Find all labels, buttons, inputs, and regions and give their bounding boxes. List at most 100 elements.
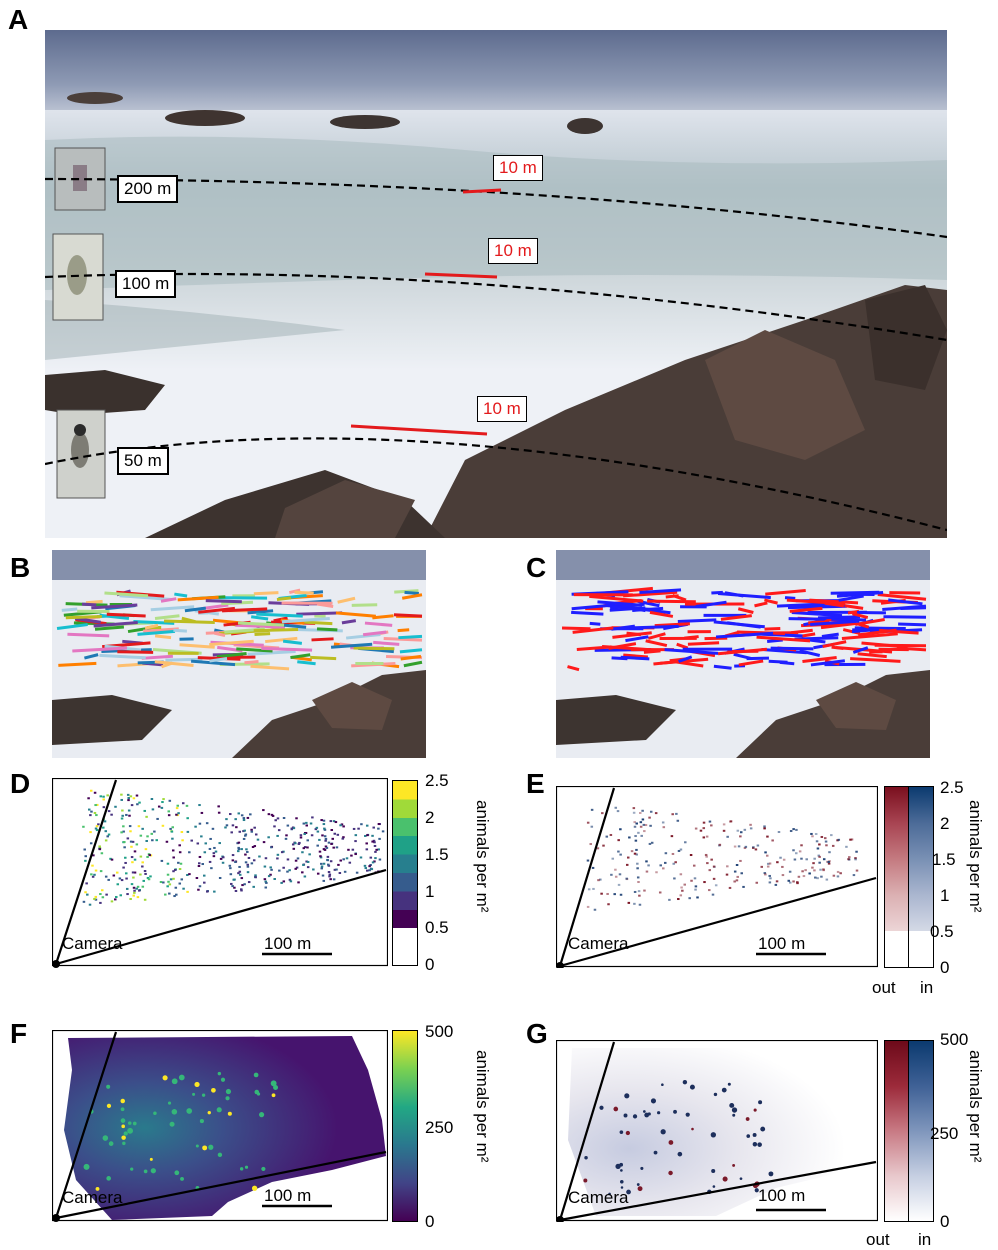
flow-pixel [733, 870, 737, 873]
density-pixel [131, 871, 135, 874]
flow-pixel [849, 838, 852, 841]
colorbar-g-in-label: in [918, 1230, 932, 1249]
track-segment [364, 621, 393, 627]
density-pixel [323, 848, 327, 851]
flow-pixel [831, 844, 835, 847]
density-pixel [177, 812, 180, 815]
density-pixel [95, 803, 99, 806]
density-pixel [91, 864, 94, 867]
flow-spot [615, 1163, 621, 1169]
density-pixel [172, 870, 175, 873]
density-pixel [121, 809, 124, 812]
hotspot [121, 1135, 126, 1140]
flow-spot [721, 1087, 727, 1093]
density-pixel [130, 845, 133, 848]
density-pixel [97, 823, 100, 826]
density-pixel [107, 878, 110, 881]
density-pixel [258, 855, 261, 858]
density-pixel [357, 827, 360, 830]
flow-spot [745, 1117, 750, 1121]
density-pixel [136, 803, 139, 806]
track-segment [623, 653, 649, 659]
density-pixel [141, 865, 144, 868]
flow-pixel [832, 874, 836, 877]
density-pixel [126, 837, 130, 840]
density-pixel [164, 893, 167, 896]
density-pixel [228, 864, 232, 867]
density-pixel [162, 881, 165, 884]
flow-pixel [627, 901, 631, 904]
density-pixel [246, 850, 249, 853]
colorbar-e-tick: 1 [940, 886, 950, 905]
colorbar-g-out-label: out [866, 1230, 890, 1249]
flow-pixel [619, 828, 622, 831]
density-pixel [231, 824, 235, 827]
density-pixel [123, 841, 126, 844]
hotspot [153, 1111, 157, 1115]
hotspot [220, 1077, 226, 1082]
density-pixel [252, 885, 255, 888]
hotspot [194, 1081, 200, 1088]
density-pixel [327, 841, 331, 844]
density-pixel [130, 804, 134, 807]
track-segment [247, 649, 296, 656]
density-pixel [342, 836, 345, 839]
density-pixel [94, 898, 98, 901]
track-segment [282, 639, 303, 645]
density-pixel [246, 863, 249, 866]
density-pixel [318, 838, 321, 841]
density-pixel [120, 817, 124, 820]
density-pixel [131, 861, 134, 864]
hotspot [253, 1072, 259, 1078]
hotspot [108, 1141, 114, 1146]
density-pixel [84, 891, 87, 894]
flow-pixel [605, 835, 609, 838]
density-pixel [198, 862, 201, 865]
track-segment [678, 655, 693, 663]
density-pixel [364, 834, 367, 837]
hotspot [178, 1074, 185, 1081]
density-pixel [303, 875, 307, 878]
density-pixel [137, 825, 141, 828]
flow-pixel [659, 864, 662, 867]
density-pixel [351, 848, 355, 851]
flow-spot [632, 1114, 638, 1119]
track-segment [209, 639, 254, 647]
flow-pixel [593, 908, 597, 911]
flow-pixel [626, 856, 630, 859]
flow-spot [660, 1129, 666, 1135]
density-pixel [88, 903, 92, 906]
track-segment [676, 642, 689, 650]
flow-pixel [850, 838, 854, 841]
track-segment [106, 612, 146, 618]
hotspot [216, 1107, 222, 1113]
density-pixel [325, 846, 329, 849]
flow-pixel [798, 850, 802, 853]
density-pixel [171, 826, 175, 829]
density-pixel [225, 824, 229, 827]
density-pixel [320, 819, 323, 822]
track-segment [647, 632, 666, 640]
track-segment [639, 588, 682, 595]
density-pixel [149, 875, 152, 878]
density-pixel [153, 830, 156, 833]
density-pixel [162, 798, 165, 801]
flow-pixel [736, 875, 739, 878]
flow-pixel [638, 903, 642, 906]
hotspot [83, 1163, 90, 1170]
flow-pixel [633, 852, 637, 855]
track-segment [209, 657, 228, 663]
flow-pixel [643, 830, 646, 833]
flow-pixel [610, 873, 613, 876]
track-segment [817, 615, 861, 620]
density-pixel [204, 842, 208, 845]
density-pixel [181, 839, 184, 842]
flow-pixel [613, 893, 616, 896]
hotspot [106, 1103, 112, 1109]
hotspot [174, 1170, 180, 1176]
panel-letter-g: G [526, 1018, 548, 1049]
flow-pixel [589, 843, 592, 846]
density-pixel [146, 876, 150, 879]
density-pixel [89, 814, 92, 817]
hotspot [270, 1080, 277, 1087]
